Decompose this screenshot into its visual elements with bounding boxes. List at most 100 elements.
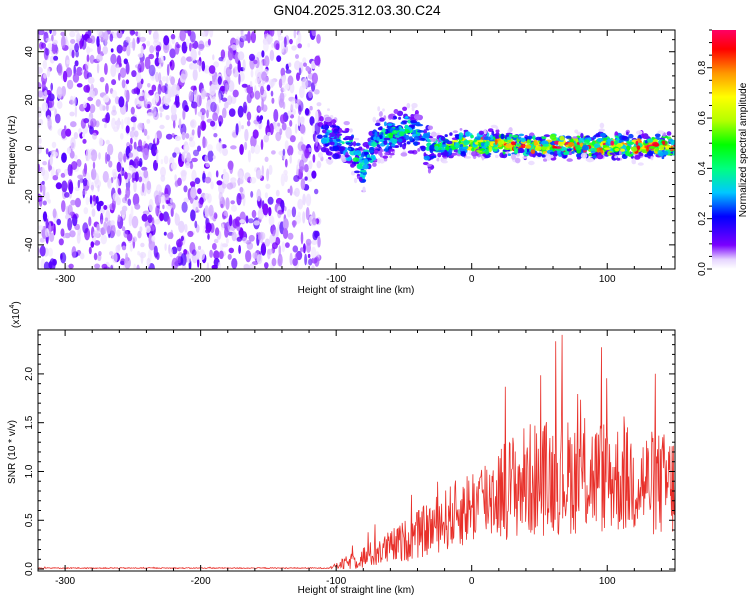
spectrogram-cell [661, 140, 666, 146]
spectrogram-cell [526, 135, 533, 139]
spectrogram-cell [96, 63, 100, 74]
spectrogram-cell [511, 153, 516, 160]
spectrogram-cell [304, 148, 310, 159]
spectrogram-cell [410, 124, 414, 128]
spectrogram-cell [183, 197, 190, 203]
spectrogram-cell [239, 219, 246, 224]
spectrogram-cell [42, 161, 47, 166]
spectrogram-cell [228, 247, 234, 254]
spectrogram-cell [316, 102, 322, 107]
spectrogram-cell [177, 177, 182, 186]
spectrogram-cell [604, 147, 611, 150]
spectrogram-cell [182, 100, 188, 111]
spectrogram-cell [584, 139, 590, 144]
spectrogram-cell [147, 104, 151, 109]
spectrogram-cell [88, 154, 92, 159]
spectrogram-cell [151, 84, 157, 92]
spectrogram-cell [658, 152, 664, 157]
spectrogram-cell [156, 152, 159, 164]
spectrogram-cell [42, 200, 47, 206]
spectrogram-cell [303, 62, 307, 67]
spectrogram-cell [76, 83, 83, 88]
spectrogram-cell [347, 147, 352, 151]
spectrogram-cell [51, 34, 54, 42]
spectrogram-cell [495, 154, 499, 159]
spectrogram-cell [96, 54, 103, 62]
spectrogram-cell [238, 73, 241, 85]
spectrogram-cell [250, 31, 256, 44]
spectrogram-cell [516, 144, 521, 147]
spectrogram-cell [121, 79, 126, 89]
spectrogram-cell [248, 234, 255, 242]
spectrogram-cell [79, 252, 85, 260]
spectrogram-cell [251, 209, 257, 219]
spectrogram-cell [41, 102, 49, 112]
spectrogram-cell [304, 253, 307, 266]
spectrogram-cell [376, 136, 380, 142]
spectrogram-cell [187, 30, 192, 37]
spectrogram-cell [140, 45, 144, 56]
spectrogram-cell [135, 31, 139, 37]
spectrogram-cell [52, 258, 57, 266]
spectrogram-cell [239, 37, 245, 49]
spectrogram-cell [285, 69, 292, 74]
spectrogram-cell [494, 146, 498, 150]
spectrogram-cell [132, 193, 140, 207]
spectrogram-cell [189, 162, 194, 170]
spectrogram-cell [104, 217, 108, 222]
spectrogram-cell [192, 68, 198, 81]
spectrogram-cell [566, 148, 572, 152]
spectrogram-cell [119, 260, 125, 265]
spectrogram-cell [620, 148, 626, 152]
spectrogram-cell [311, 246, 317, 259]
spectrogram-cell [125, 79, 130, 85]
spectrogram-cell [229, 63, 233, 70]
spectrogram-cell [111, 168, 118, 178]
spectrogram-cell [235, 123, 239, 136]
spectrogram-cell [242, 101, 248, 114]
spectrogram-cell [170, 162, 177, 171]
spectrogram-cell [524, 144, 532, 149]
spectrogram-cell [64, 168, 69, 176]
spectrogram-cell [614, 155, 618, 159]
spectrogram-cell [494, 136, 500, 139]
spectrogram-cell [141, 166, 148, 171]
spectrogram-cell [299, 124, 306, 134]
spectrogram-cell [271, 43, 275, 48]
spectrogram-xlabel: Height of straight line (km) [298, 285, 415, 296]
spectrogram-cell [437, 152, 442, 158]
spectrogram-cell [133, 87, 140, 94]
spectrogram-cell [118, 96, 125, 108]
spectrogram-cell [296, 164, 299, 178]
snr-scale-base: (x10 [11, 308, 22, 328]
spectrogram-cell [216, 180, 223, 186]
spectrogram-cell [300, 178, 306, 190]
spectrogram-cell [231, 231, 237, 242]
spectrogram-cell [140, 78, 144, 85]
spectrogram-cell [252, 129, 259, 139]
spectrogram-cell [96, 202, 102, 212]
spectrogram-cell [356, 164, 363, 170]
spectrogram-cell [526, 139, 530, 144]
spectrogram-cell [67, 217, 73, 231]
spectrogram-cell [541, 154, 546, 158]
spectrogram-cell [134, 98, 138, 106]
spectrogram-cell [148, 30, 152, 35]
spectrogram-cell [93, 252, 98, 261]
spectrogram-cell [142, 210, 150, 215]
spectrogram-cell [289, 135, 296, 143]
spectrogram-cell [517, 136, 522, 140]
colorbar-tick-label: 0.8 [697, 60, 708, 74]
spectrogram-cell [147, 214, 153, 224]
spectrogram-cell [110, 48, 114, 53]
spectrogram-cell [50, 166, 55, 177]
spectrogram-cell [212, 155, 216, 160]
spectrogram-cell [664, 145, 671, 150]
spectrogram-cell [580, 133, 584, 139]
spectrogram-cell [158, 57, 162, 64]
spectrogram-cell [71, 49, 75, 59]
spectrogram-cell [143, 128, 148, 136]
spectrogram-cell [43, 261, 50, 269]
spectrogram-cell [192, 200, 200, 212]
spectrogram-cell [55, 113, 61, 124]
